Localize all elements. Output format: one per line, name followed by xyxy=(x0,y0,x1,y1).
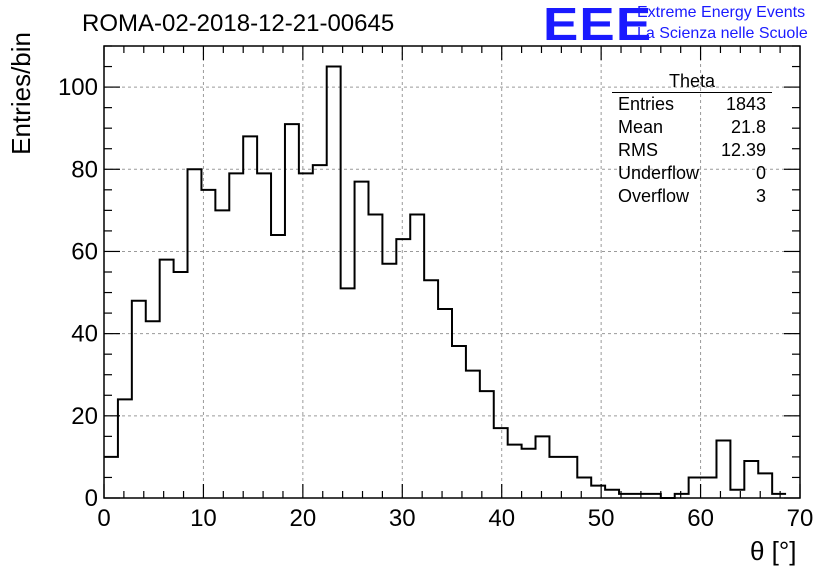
stats-row-overflow: Overflow 3 xyxy=(612,185,772,208)
x-tick-label: 60 xyxy=(687,505,714,532)
stats-box: Theta Entries 1843 Mean 21.8 RMS 12.39 U… xyxy=(612,70,772,208)
x-tick-label: 40 xyxy=(488,505,515,532)
stats-label: RMS xyxy=(618,140,658,160)
stats-row-rms: RMS 12.39 xyxy=(612,139,772,162)
x-axis-label: θ [°] xyxy=(750,536,797,566)
stats-value: 1843 xyxy=(725,94,766,114)
x-tick-label: 10 xyxy=(190,505,217,532)
run-title: ROMA-02-2018-12-21-00645 xyxy=(82,10,395,37)
y-axis-label: Entries/bin xyxy=(6,32,37,182)
stats-row-mean: Mean 21.8 xyxy=(612,116,772,139)
axes xyxy=(103,45,801,499)
stats-label: Entries xyxy=(618,94,675,114)
stats-row-entries: Entries 1843 xyxy=(612,93,772,116)
histogram-outline xyxy=(104,65,787,499)
eee-logo: EEE xyxy=(543,0,653,50)
stats-label: Mean xyxy=(618,117,664,137)
x-tick-label: 0 xyxy=(97,505,110,532)
y-tick-label: 20 xyxy=(71,403,98,430)
stats-label: Underflow xyxy=(618,163,700,183)
y-tick-label: 0 xyxy=(85,485,98,512)
stats-value: 21.8 xyxy=(730,117,766,137)
stats-value: 12.39 xyxy=(720,140,766,160)
x-tick-label: 30 xyxy=(389,505,416,532)
stats-row-underflow: Underflow 0 xyxy=(612,162,772,185)
stats-value: 0 xyxy=(755,163,766,183)
y-tick-label: 80 xyxy=(71,156,98,183)
stats-value: 3 xyxy=(755,186,766,206)
logo-subtitle-line2: La Scienza nelle Scuole xyxy=(637,25,808,42)
y-tick-label: 40 xyxy=(71,321,98,348)
x-tick-label: 70 xyxy=(787,505,814,532)
logo-subtitle-line1: Extreme Energy Events xyxy=(637,4,806,21)
x-tick-label: 20 xyxy=(290,505,317,532)
stats-label: Overflow xyxy=(618,186,690,206)
stats-title: Theta xyxy=(612,70,772,93)
y-axis-label-text: Entries/bin xyxy=(6,32,36,155)
x-tick-label: 50 xyxy=(588,505,615,532)
y-tick-label: 100 xyxy=(58,74,98,101)
y-tick-label: 60 xyxy=(71,238,98,265)
